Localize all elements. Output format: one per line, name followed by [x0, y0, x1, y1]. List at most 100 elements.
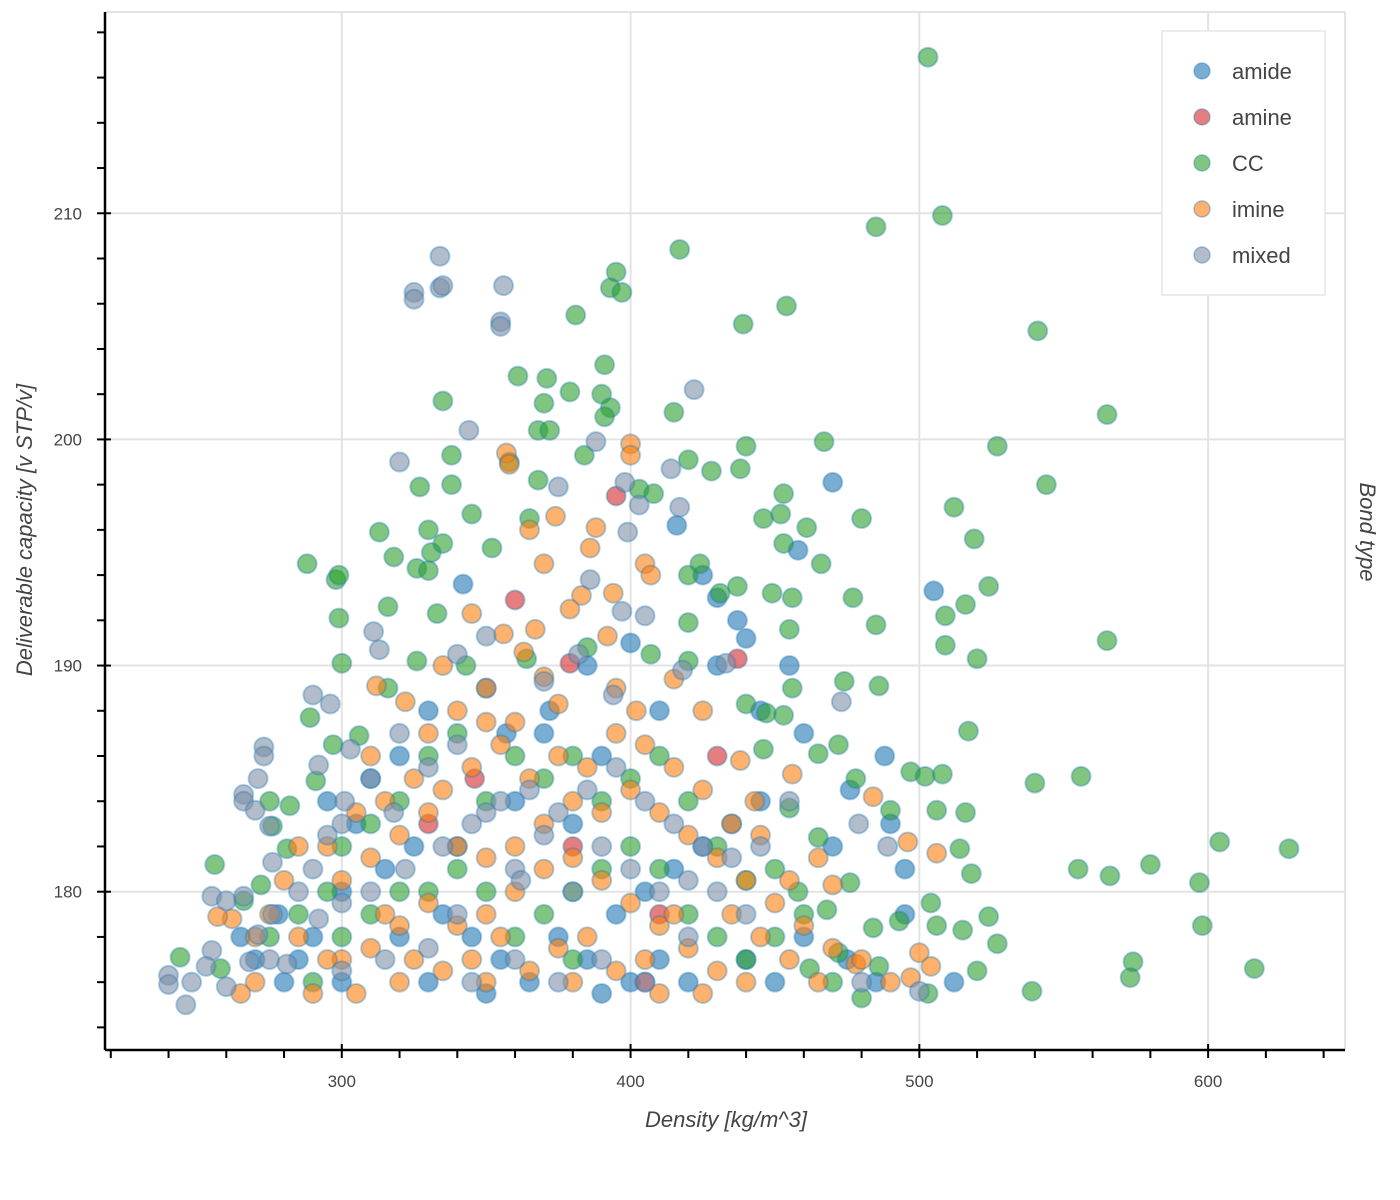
point-cc	[773, 483, 795, 505]
point-amide	[778, 655, 800, 677]
point-mixed	[715, 652, 737, 674]
point-mixed	[721, 847, 743, 869]
point-cc	[851, 508, 873, 530]
point-mixed	[432, 835, 454, 857]
point-cc	[481, 537, 503, 559]
point-mixed	[374, 949, 396, 971]
legend-item-amide[interactable]: amide	[1193, 59, 1292, 84]
point-cc	[426, 603, 448, 625]
legend-item-cc[interactable]: CC	[1193, 151, 1264, 176]
point-cc	[917, 46, 939, 68]
y-axis-title: Deliverable capacity [v STP/v]	[12, 383, 37, 676]
point-cc	[729, 458, 751, 480]
point-mixed	[259, 949, 281, 971]
legend-label: amide	[1232, 59, 1292, 84]
point-cc	[934, 605, 956, 627]
point-cc	[417, 560, 439, 582]
point-cc	[640, 643, 662, 665]
point-imine	[591, 802, 613, 824]
point-amide	[403, 835, 425, 857]
point-mixed	[692, 835, 714, 857]
point-mixed	[683, 379, 705, 401]
legend-item-imine[interactable]: imine	[1193, 197, 1285, 222]
point-imine	[579, 537, 601, 559]
point-imine	[331, 869, 353, 891]
point-imine	[822, 874, 844, 896]
point-mixed	[233, 885, 255, 907]
point-mixed	[908, 980, 930, 1002]
point-imine	[879, 971, 901, 993]
legend-item-mixed[interactable]: mixed	[1193, 243, 1291, 268]
point-imine	[562, 790, 584, 812]
point-cc	[931, 763, 953, 785]
point-cc	[328, 564, 350, 586]
point-imine	[602, 582, 624, 604]
point-cc	[879, 799, 901, 821]
point-imine	[244, 971, 266, 993]
point-cc	[348, 725, 370, 747]
point-cc	[810, 553, 832, 575]
point-amide	[666, 514, 688, 536]
point-mixed	[677, 926, 699, 948]
point-cc	[735, 435, 757, 457]
point-cc	[539, 419, 561, 441]
point-mixed	[602, 684, 624, 706]
point-amide	[605, 903, 627, 925]
point-cc	[316, 881, 338, 903]
point-cc	[1096, 404, 1118, 426]
point-cc	[1070, 765, 1092, 787]
point-mixed	[605, 756, 627, 778]
point-imine	[461, 756, 483, 778]
legend-title: Bond type	[1355, 482, 1380, 581]
point-amide	[677, 971, 699, 993]
legend-item-amine[interactable]: amine	[1193, 105, 1292, 130]
point-cc	[833, 670, 855, 692]
point-imine	[389, 915, 411, 937]
point-cc	[920, 892, 942, 914]
point-mixed	[360, 768, 382, 790]
point-mixed	[389, 451, 411, 473]
point-mixed	[490, 790, 512, 812]
point-imine	[533, 858, 555, 880]
point-cc	[475, 881, 497, 903]
point-imine	[591, 869, 613, 891]
point-imine	[692, 779, 714, 801]
point-cc	[446, 858, 468, 880]
point-mixed	[458, 419, 480, 441]
point-imine	[273, 869, 295, 891]
point-imine	[570, 584, 592, 606]
point-cc	[677, 449, 699, 471]
point-cc	[735, 949, 757, 971]
point-mixed	[614, 471, 636, 493]
point-mixed	[215, 976, 237, 998]
point-imine	[900, 967, 922, 989]
point-mixed	[403, 288, 425, 310]
point-cc	[594, 354, 616, 376]
point-imine	[706, 960, 728, 982]
point-cc	[441, 474, 463, 496]
y-tick-label: 190	[54, 657, 82, 676]
x-tick-label: 400	[616, 1072, 644, 1091]
point-cc	[813, 431, 835, 453]
point-cc	[331, 652, 353, 674]
x-tick-label: 300	[328, 1072, 356, 1091]
point-imine	[897, 831, 919, 853]
point-mixed	[648, 881, 670, 903]
point-cc	[778, 618, 800, 640]
point-mixed	[360, 881, 382, 903]
point-mixed	[308, 908, 330, 930]
point-mixed	[579, 569, 601, 591]
point-imine	[432, 655, 454, 677]
point-mixed	[446, 903, 468, 925]
point-cc	[978, 906, 1000, 928]
point-imine	[764, 892, 786, 914]
series-mixed	[158, 245, 930, 1016]
point-cc	[700, 460, 722, 482]
point-mixed	[851, 971, 873, 993]
point-imine	[576, 756, 598, 778]
point-mixed	[634, 971, 656, 993]
point-cc	[966, 960, 988, 982]
point-mixed	[417, 756, 439, 778]
point-imine	[620, 892, 642, 914]
